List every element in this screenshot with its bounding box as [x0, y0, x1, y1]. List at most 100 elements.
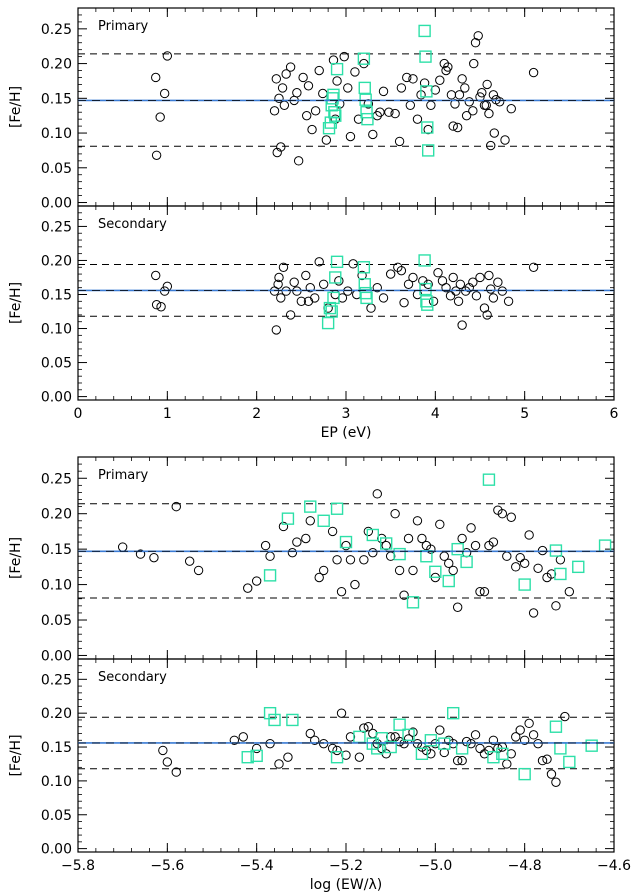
data-point-circle: [484, 270, 494, 281]
data-point-circle: [511, 732, 521, 742]
data-point-circle: [301, 110, 312, 121]
data-point-circle: [446, 90, 457, 100]
data-point-circle: [350, 67, 360, 77]
data-point-circle: [337, 293, 348, 303]
x-tick-label: −5.4: [240, 858, 274, 874]
data-point-circle: [162, 51, 173, 61]
data-point-circle: [243, 583, 253, 593]
data-point-circle: [484, 745, 494, 756]
data-point-circle: [430, 85, 441, 95]
data-point-circle: [551, 601, 561, 611]
data-point-circle: [345, 555, 356, 565]
data-point-circle: [506, 104, 516, 114]
data-point-square: [496, 747, 509, 761]
y-tick-label: 0.15: [41, 287, 72, 303]
data-point-circle: [341, 540, 351, 551]
data-point-square: [424, 734, 438, 747]
data-point-circle: [435, 725, 445, 735]
data-point-circle: [551, 777, 561, 787]
data-point-circle: [334, 276, 344, 286]
data-point-circle: [457, 755, 467, 766]
y-tick-label: 0.20: [41, 253, 72, 269]
data-point-square: [304, 500, 317, 513]
y-tick-label: 0.20: [41, 57, 72, 73]
data-point-circle: [184, 556, 195, 566]
data-point-circle: [171, 501, 181, 512]
data-point-square: [393, 718, 406, 731]
data-point-square: [554, 742, 567, 755]
data-point-square: [359, 286, 372, 300]
data-point-circle: [488, 735, 499, 745]
data-point-circle: [283, 752, 293, 762]
data-point-square: [330, 255, 344, 269]
y-tick-label: 0.25: [41, 672, 72, 688]
data-point-circle: [310, 293, 320, 303]
data-point-circle: [372, 282, 382, 293]
data-point-square: [549, 720, 563, 733]
data-point-circle: [357, 270, 367, 281]
data-point-circle: [296, 296, 307, 306]
data-point-circle: [305, 516, 315, 526]
data-point-circle: [158, 745, 168, 756]
data-point-circle: [503, 296, 514, 306]
data-point-circle: [445, 291, 456, 301]
data-point-circle: [519, 735, 530, 745]
data-point-circle: [546, 769, 557, 779]
data-point-circle: [494, 97, 505, 107]
data-point-square: [327, 88, 340, 102]
data-point-circle: [403, 533, 414, 544]
data-point-circle: [318, 88, 328, 99]
data-point-square: [339, 535, 353, 549]
x-tick-label: 1: [163, 406, 172, 422]
data-point-circle: [363, 526, 374, 537]
data-point-circle: [350, 579, 360, 590]
data-point-circle: [426, 544, 436, 554]
x-axis-title: EP (eV): [321, 425, 372, 441]
data-point-circle: [453, 296, 464, 306]
data-point-circle: [171, 767, 181, 777]
data-point-circle: [271, 325, 282, 335]
data-point-circle: [273, 279, 283, 289]
data-point-circle: [298, 72, 308, 83]
data-point-circle: [435, 519, 445, 530]
data-point-circle: [419, 78, 430, 88]
data-point-circle: [301, 533, 311, 544]
data-point-circle: [332, 76, 342, 86]
data-point-square: [406, 596, 420, 609]
data-point-circle: [341, 750, 351, 760]
y-tick-label: 0.10: [41, 774, 72, 790]
x-tick-label: −5.0: [418, 858, 452, 874]
data-point-circle: [278, 262, 289, 272]
panel-4: 0.00 0.05 0.10 0.15 0.20 0.25 −5.8 −5.6 −5.4 −5.2…: [8, 658, 631, 893]
data-point-circle: [433, 268, 443, 278]
data-point-square: [460, 555, 473, 569]
data-point-square: [429, 565, 442, 579]
panel-label: Primary: [98, 19, 149, 34]
data-point-square: [268, 713, 281, 727]
data-point-circle: [274, 759, 284, 769]
data-point-circle: [336, 586, 347, 597]
y-tick-label: 0.15: [41, 542, 72, 558]
data-point-circle: [359, 723, 369, 733]
data-point-circle: [269, 106, 280, 116]
data-point-circle: [455, 279, 466, 289]
data-point-circle: [314, 572, 324, 583]
data-point-circle: [366, 303, 376, 313]
data-point-circle: [375, 107, 385, 117]
data-point-square: [330, 62, 344, 76]
data-point-circle: [277, 83, 288, 93]
data-point-circle: [151, 150, 162, 160]
data-point-circle: [439, 747, 449, 758]
data-point-circle: [452, 602, 463, 612]
data-point-circle: [381, 540, 391, 551]
data-point-circle: [285, 310, 296, 320]
data-point-circle: [428, 296, 439, 306]
data-point-circle: [524, 718, 534, 729]
data-point-circle: [345, 131, 356, 142]
data-point-circle: [461, 736, 472, 747]
data-point-circle: [408, 565, 418, 576]
data-point-circle: [343, 83, 353, 93]
data-point-circle: [399, 297, 409, 308]
y-axis-title: [Fe/H]: [8, 537, 24, 579]
data-point-circle: [378, 86, 389, 97]
